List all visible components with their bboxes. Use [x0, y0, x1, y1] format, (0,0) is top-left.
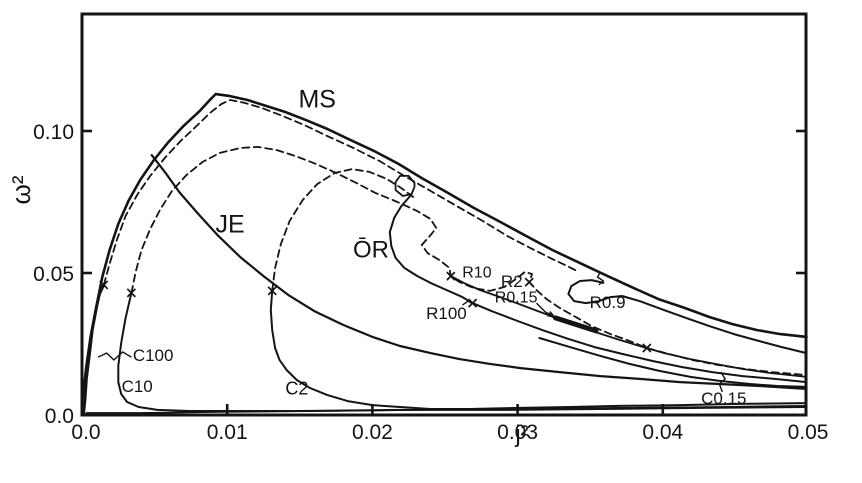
- curve-label-R10: R10: [462, 264, 491, 281]
- x-tick-label: 0.02: [352, 421, 393, 444]
- curve-OR: [388, 195, 808, 384]
- y-tick-label: 0.10: [33, 121, 74, 144]
- curve-C2-dashed: [271, 168, 416, 292]
- x-tick-label: 0.03: [497, 421, 538, 444]
- x-tick-label: 0.05: [788, 421, 829, 444]
- x-tick-label: 0.01: [207, 421, 248, 444]
- curve-C10-dashed: [130, 146, 808, 376]
- curve-R0.9: [567, 279, 808, 355]
- y-tick-label: 0.05: [33, 263, 74, 286]
- curve-MS: [80, 92, 808, 416]
- leader-line: [462, 300, 473, 306]
- x-marker: [524, 277, 534, 287]
- curve-label-R0.9: R0.9: [590, 293, 626, 312]
- curve-label-R2: R2: [501, 272, 523, 291]
- x-axis-title: j²: [514, 421, 528, 448]
- curve-OR-loop: [394, 175, 416, 197]
- curve-label-R: ŌR: [353, 236, 389, 263]
- curve-label-C100: C100: [133, 346, 174, 365]
- plot-frame: [80, 12, 808, 417]
- leader-line: [718, 371, 727, 393]
- curve-JE: [150, 154, 808, 390]
- x-marker: [99, 280, 109, 290]
- x-marker: [126, 288, 136, 298]
- curve-label-C10: C10: [122, 377, 153, 396]
- curve-label-R100: R100: [426, 304, 467, 323]
- curve-C100-rise: [82, 283, 106, 416]
- x-tick-label: 0.04: [642, 421, 683, 444]
- x-marker: [467, 298, 478, 308]
- x-tick-label: 0.0: [71, 421, 100, 444]
- curve-C2: [269, 289, 808, 410]
- x-marker: [642, 343, 652, 353]
- curve-label-R0.15: R0.15: [495, 290, 538, 307]
- curve-C100-dashed: [102, 99, 578, 286]
- leader-arrowhead: [547, 310, 556, 318]
- curve-label-C2: C2: [285, 378, 308, 398]
- y-axis-title: ω²: [6, 175, 36, 204]
- curve-C10: [117, 291, 808, 412]
- curve-label-MS: MS: [298, 86, 336, 114]
- leader-line: [97, 351, 132, 361]
- curve-C0.15-line: [538, 337, 808, 388]
- x-marker: [446, 271, 456, 281]
- leader-line: [596, 271, 605, 286]
- curve-R0.15-emphasis: [552, 315, 599, 334]
- x-marker: [267, 286, 277, 296]
- y-tick-label: 0.0: [45, 405, 74, 428]
- curve-label-C0.15: C0.15: [701, 389, 746, 408]
- curve-label-JE: JE: [216, 211, 245, 239]
